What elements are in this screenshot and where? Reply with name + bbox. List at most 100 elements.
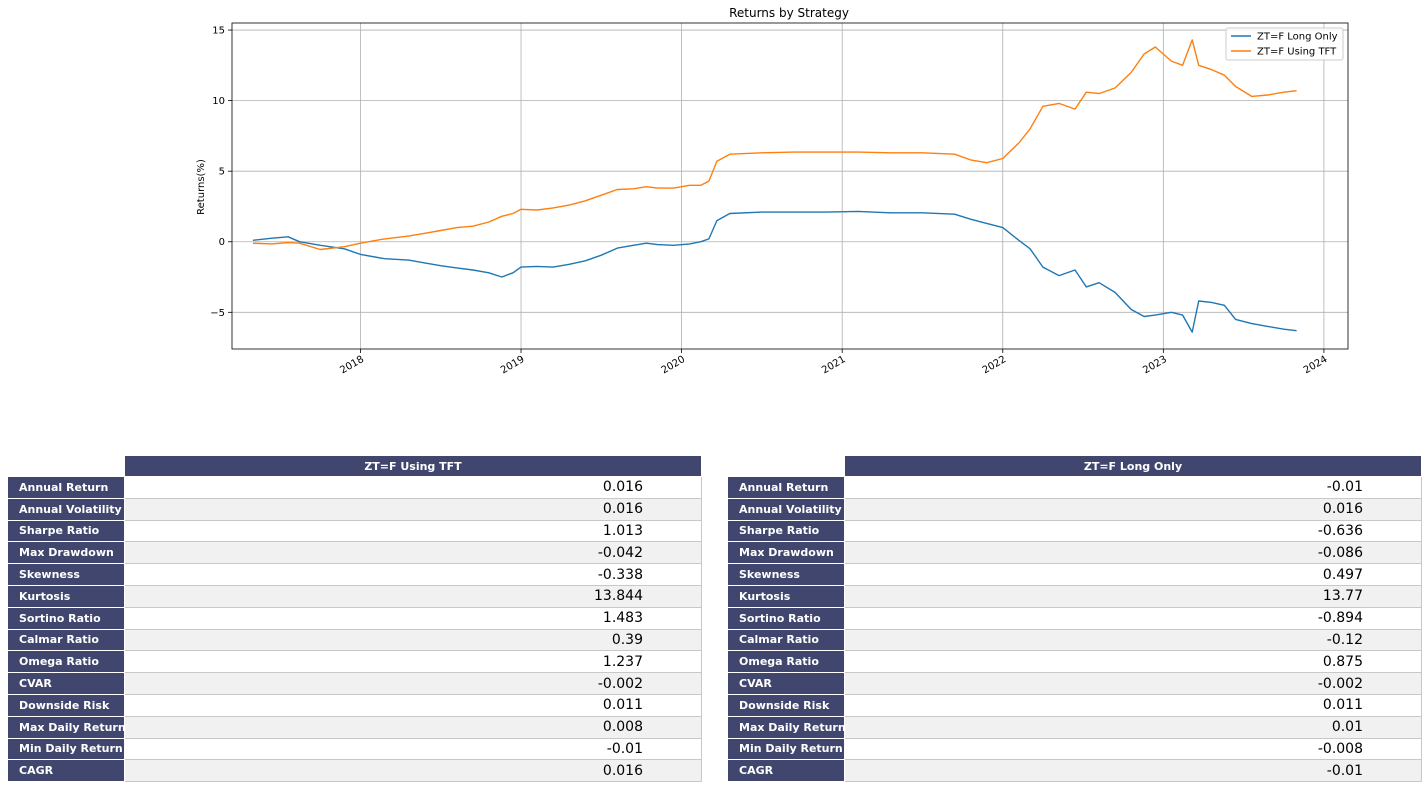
table-row: Skewness 0.497 [727, 563, 1422, 586]
row-value: -0.002 [844, 672, 1422, 695]
row-label: Sharpe Ratio [727, 519, 845, 543]
row-value: 0.016 [844, 497, 1422, 521]
row-value: 13.77 [844, 584, 1422, 608]
table-row: Annual Return -0.01 [727, 476, 1422, 499]
table-row: Max Daily Return 0.01 [727, 715, 1422, 739]
grid-lines [232, 23, 1348, 349]
row-label: Sortino Ratio [727, 606, 845, 630]
row-value: 0.39 [124, 628, 702, 652]
y-tick-label: 0 [219, 237, 225, 248]
y-axis-ticks: 15 10 5 0 −5 [210, 26, 232, 319]
table-row: CVAR -0.002 [727, 672, 1422, 695]
row-label: Annual Return [7, 476, 125, 499]
row-label: Omega Ratio [7, 650, 125, 674]
table-row: Sortino Ratio -0.894 [727, 606, 1422, 630]
table-row: Calmar Ratio -0.12 [727, 628, 1422, 652]
row-value: -0.002 [124, 672, 702, 695]
table-row: Max Daily Return 0.008 [7, 715, 702, 739]
row-label: CAGR [727, 759, 845, 783]
table-row: Omega Ratio 1.237 [7, 650, 702, 674]
x-tick-label: 2022 [981, 354, 1009, 376]
table-row: Annual Return 0.016 [7, 476, 702, 499]
plot-frame [231, 22, 1349, 350]
row-value: -0.01 [124, 737, 702, 761]
row-label: Skewness [727, 563, 845, 586]
row-value: 0.497 [844, 563, 1422, 586]
row-value: 1.483 [124, 606, 702, 630]
table-row: Annual Volatility 0.016 [727, 497, 1422, 521]
x-axis-ticks: 2018 2019 2020 2021 2022 2023 2024 [338, 349, 1329, 376]
row-label: Max Daily Return [727, 715, 846, 739]
x-tick-label: 2019 [499, 354, 527, 376]
y-tick-label: 15 [212, 26, 225, 37]
x-tick-label: 2023 [1141, 354, 1169, 376]
legend-entry: ZT=F Long Only [1257, 32, 1338, 43]
row-value: -0.12 [844, 628, 1422, 652]
row-value: -0.01 [844, 476, 1422, 499]
row-value: 0.875 [844, 650, 1422, 674]
table-row: CVAR -0.002 [7, 672, 702, 695]
row-value: 0.011 [844, 693, 1422, 717]
row-value: 1.237 [124, 650, 702, 674]
row-value: 0.01 [844, 715, 1422, 739]
row-value: -0.008 [844, 737, 1422, 761]
table-row: CAGR 0.016 [7, 759, 702, 783]
table-row: Calmar Ratio 0.39 [7, 628, 702, 652]
table-corner [8, 456, 125, 477]
metrics-table-long-only: ZT=F Long Only Annual Return -0.01 Annual … [727, 455, 1422, 783]
metrics-table-tft: ZT=F Using TFT Annual Return 0.016 Annual … [7, 455, 702, 783]
y-tick-label: −5 [210, 308, 225, 319]
table-row: Max Drawdown -0.086 [727, 541, 1422, 565]
table-row: Kurtosis 13.77 [727, 584, 1422, 608]
table-corner [728, 456, 845, 477]
row-label: CVAR [7, 672, 125, 695]
row-label: Sharpe Ratio [7, 519, 125, 543]
row-label: Annual Return [727, 476, 845, 499]
row-label: Annual Volatility [7, 497, 125, 521]
x-tick-label: 2020 [660, 354, 688, 376]
row-label: Calmar Ratio [7, 628, 125, 652]
legend: ZT=F Long Only ZT=F Using TFT [1225, 27, 1344, 61]
table-row: Min Daily Return -0.01 [7, 737, 702, 761]
table-row: Omega Ratio 0.875 [727, 650, 1422, 674]
row-value: 0.016 [124, 759, 702, 783]
y-tick-label: 10 [212, 96, 225, 107]
row-label: Max Drawdown [727, 541, 845, 565]
row-value: 0.008 [124, 715, 702, 739]
row-value: 13.844 [124, 584, 702, 608]
row-value: -0.636 [844, 519, 1422, 543]
row-label: Min Daily Return [727, 737, 845, 761]
row-label: CAGR [7, 759, 125, 783]
table-row: Max Drawdown -0.042 [7, 541, 702, 565]
x-tick-label: 2021 [820, 354, 848, 376]
returns-chart: Returns by Strategy Returns(%) 151050−5 … [196, 6, 1349, 376]
series-line-1 [252, 39, 1297, 251]
row-value: 0.016 [124, 497, 702, 521]
row-label: Omega Ratio [727, 650, 845, 674]
series-line-0 [252, 210, 1297, 333]
x-tick-label: 2018 [338, 354, 366, 376]
table-row: Sortino Ratio 1.483 [7, 606, 702, 630]
row-label: Skewness [7, 563, 125, 586]
y-tick-label: 5 [219, 167, 225, 178]
table-row: CAGR -0.01 [727, 759, 1422, 783]
row-label: CVAR [727, 672, 845, 695]
row-label: Max Drawdown [7, 541, 125, 565]
legend-entry: ZT=F Using TFT [1257, 47, 1337, 58]
legend-box [1225, 27, 1344, 61]
table-row: Annual Volatility 0.016 [7, 497, 702, 521]
x-tick-label: 2024 [1302, 354, 1330, 376]
row-value: 1.013 [124, 519, 702, 543]
table-column-header: ZT=F Using TFT [124, 455, 702, 477]
table-row: Kurtosis 13.844 [7, 584, 702, 608]
row-value: -0.338 [124, 563, 702, 586]
row-label: Kurtosis [7, 584, 125, 608]
row-label: Downside Risk [7, 693, 125, 717]
row-value: -0.042 [124, 541, 702, 565]
table-row: Downside Risk 0.011 [727, 693, 1422, 717]
row-label: Max Daily Return [7, 715, 126, 739]
table-column-header: ZT=F Long Only [844, 455, 1422, 477]
row-value: -0.086 [844, 541, 1422, 565]
row-value: -0.01 [844, 759, 1422, 783]
table-row: Sharpe Ratio 1.013 [7, 519, 702, 543]
